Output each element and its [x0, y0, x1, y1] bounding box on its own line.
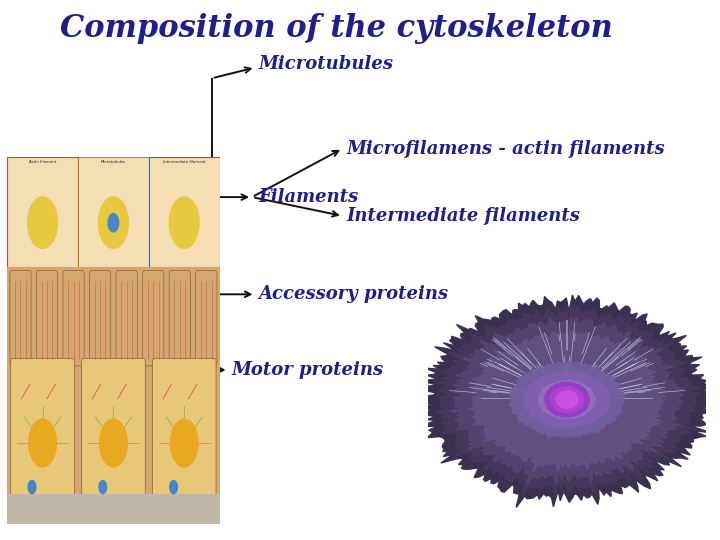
Polygon shape	[418, 295, 715, 508]
Polygon shape	[449, 317, 684, 485]
Text: Microfilamens - actin filaments: Microfilamens - actin filaments	[346, 139, 665, 158]
Polygon shape	[523, 371, 611, 429]
Text: Cytoskeleton: Cytoskeleton	[20, 188, 151, 206]
Polygon shape	[433, 306, 700, 496]
FancyBboxPatch shape	[89, 271, 111, 366]
Text: Microtubules: Microtubules	[258, 55, 394, 73]
Bar	[7, 157, 78, 267]
Circle shape	[28, 481, 36, 494]
Bar	[7, 495, 220, 524]
Bar	[149, 157, 220, 267]
FancyBboxPatch shape	[169, 271, 190, 366]
Text: Composition of the cytoskeleton: Composition of the cytoskeleton	[60, 14, 613, 44]
Circle shape	[29, 419, 56, 467]
FancyBboxPatch shape	[37, 271, 58, 366]
Text: Motor proteins: Motor proteins	[232, 361, 384, 379]
Text: Actin filament: Actin filament	[29, 160, 56, 164]
Text: Intermediate filament: Intermediate filament	[163, 160, 205, 164]
FancyBboxPatch shape	[81, 359, 145, 498]
Circle shape	[99, 197, 128, 248]
FancyBboxPatch shape	[196, 271, 217, 366]
FancyBboxPatch shape	[153, 359, 216, 498]
Polygon shape	[468, 330, 665, 471]
FancyBboxPatch shape	[63, 271, 84, 366]
Circle shape	[169, 197, 199, 248]
FancyBboxPatch shape	[116, 271, 138, 366]
Polygon shape	[509, 361, 625, 438]
Circle shape	[556, 391, 578, 408]
Text: Intermediate filaments: Intermediate filaments	[346, 207, 580, 225]
Circle shape	[108, 213, 119, 232]
Polygon shape	[538, 380, 596, 419]
Text: Filaments: Filaments	[258, 188, 359, 206]
Circle shape	[28, 197, 58, 248]
FancyBboxPatch shape	[143, 271, 164, 366]
Bar	[7, 267, 220, 524]
Bar	[78, 157, 149, 267]
Circle shape	[99, 481, 107, 494]
FancyBboxPatch shape	[11, 359, 74, 498]
Text: Accessory proteins: Accessory proteins	[258, 285, 449, 303]
Circle shape	[550, 387, 584, 413]
Text: Microtubules: Microtubules	[101, 160, 126, 164]
FancyBboxPatch shape	[10, 271, 31, 366]
Circle shape	[545, 382, 589, 417]
Circle shape	[99, 419, 127, 467]
Circle shape	[170, 481, 177, 494]
Circle shape	[171, 419, 198, 467]
